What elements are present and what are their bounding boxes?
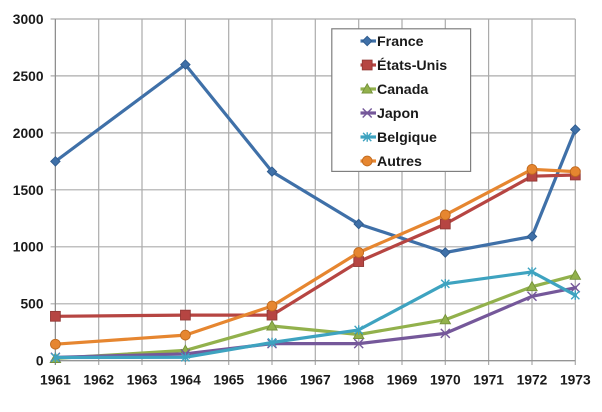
svg-text:1970: 1970 — [430, 373, 461, 388]
svg-text:Autres: Autres — [377, 154, 422, 170]
svg-text:0: 0 — [36, 354, 44, 369]
svg-text:1973: 1973 — [560, 373, 591, 388]
svg-text:1969: 1969 — [387, 373, 418, 388]
svg-text:1965: 1965 — [213, 373, 244, 388]
svg-text:États-Unis: États-Unis — [377, 57, 447, 74]
svg-text:3000: 3000 — [13, 12, 44, 27]
svg-text:Belgique: Belgique — [377, 130, 437, 146]
svg-text:1962: 1962 — [83, 373, 114, 388]
svg-text:1971: 1971 — [473, 373, 504, 388]
svg-text:500: 500 — [20, 297, 43, 312]
svg-text:1000: 1000 — [13, 240, 44, 255]
svg-text:1972: 1972 — [517, 373, 548, 388]
svg-text:1967: 1967 — [300, 373, 331, 388]
svg-text:1966: 1966 — [257, 373, 288, 388]
svg-text:Japon: Japon — [377, 106, 419, 122]
svg-text:2000: 2000 — [13, 126, 44, 141]
svg-text:France: France — [377, 34, 424, 50]
svg-text:1964: 1964 — [170, 373, 201, 388]
svg-text:1500: 1500 — [13, 183, 44, 198]
svg-text:1963: 1963 — [127, 373, 158, 388]
svg-text:2500: 2500 — [13, 69, 44, 84]
svg-text:1968: 1968 — [343, 373, 374, 388]
svg-text:1961: 1961 — [40, 373, 71, 388]
svg-text:Canada: Canada — [377, 82, 428, 98]
